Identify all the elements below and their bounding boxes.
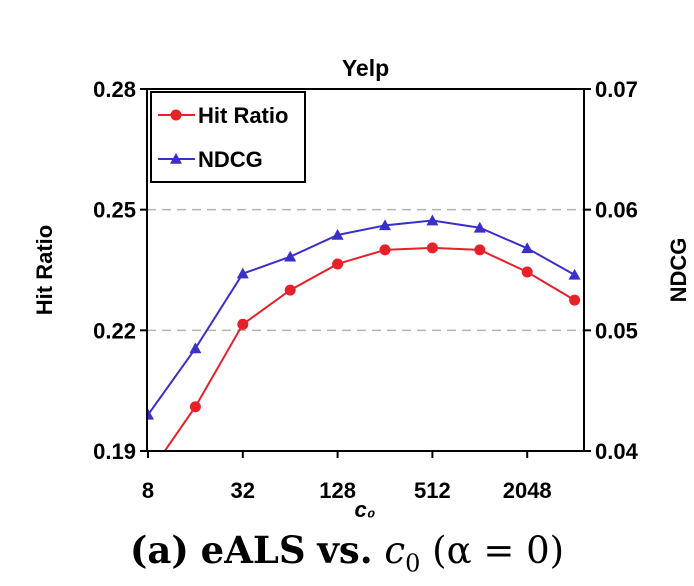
data-point (521, 266, 533, 278)
caption-variable-letter: c (384, 529, 406, 572)
plot-series (147, 214, 581, 451)
data-point (189, 342, 202, 354)
data-point (426, 214, 439, 226)
x-tick-label: 128 (319, 478, 356, 503)
caption-variable: c0 (384, 529, 420, 577)
caption-variable-subscript: 0 (405, 549, 421, 578)
line-chart: 0.28 0.25 0.22 0.19 0.07 0.06 0.05 0.04 8 32 128 51… (32, 55, 691, 522)
x-tick-label: 8 (142, 478, 154, 503)
x-axis-title: c₀ (355, 497, 376, 522)
data-point (568, 268, 581, 280)
caption-vs: vs. (317, 528, 373, 572)
data-point (426, 242, 438, 254)
legend-swatch-marker (170, 109, 182, 121)
data-point (474, 244, 486, 256)
y-left-tick-label: 0.22 (93, 318, 136, 343)
caption-part-label: (a) (129, 528, 189, 572)
y-left-tick-label: 0.28 (93, 77, 136, 102)
x-axis-title-text: c₀ (355, 497, 376, 522)
x-tick-label: 512 (414, 478, 451, 503)
caption-condition: (α = 0) (432, 529, 565, 572)
legend: Hit Ratio NDCG (150, 91, 306, 183)
figure-caption: (a) eALS vs. c0 (α = 0) (0, 528, 694, 577)
data-point (237, 318, 249, 330)
data-point (379, 244, 391, 256)
y-left-tick-label: 0.25 (93, 198, 136, 223)
data-point (236, 267, 249, 279)
y-right-tick-label: 0.06 (595, 198, 638, 223)
plot-frame (146, 88, 585, 452)
y-right-tick-label: 0.07 (595, 77, 638, 102)
y-right-tick-label: 0.04 (595, 439, 639, 464)
y-right-tick-label: 0.05 (595, 318, 638, 343)
y-axis-left-title: Hit Ratio (32, 225, 57, 315)
data-point (284, 284, 296, 296)
data-point (331, 229, 344, 240)
x-tick-label: 2048 (503, 478, 552, 503)
data-point (521, 242, 534, 254)
data-point (379, 219, 391, 231)
data-point (473, 221, 486, 233)
y-axis-right-title: NDCG (666, 238, 691, 303)
data-point (284, 250, 297, 262)
data-point (569, 294, 581, 306)
y-left-tick-label: 0.19 (93, 439, 136, 464)
data-point (189, 401, 201, 413)
gridlines (147, 208, 584, 332)
caption-method: eALS (200, 528, 306, 572)
series-line-ndcg (147, 219, 576, 416)
chart-title: Yelp (342, 55, 389, 81)
data-point (332, 258, 344, 270)
axis-ticks: 0.28 0.25 0.22 0.19 0.07 0.06 0.05 0.04 8 32 128 51… (93, 77, 638, 503)
x-tick-label: 32 (231, 478, 255, 503)
legend-box (150, 91, 306, 183)
data-point (147, 408, 154, 420)
legend-label: NDCG (198, 147, 263, 172)
series-line-hit-ratio (163, 246, 576, 451)
legend-swatch-marker (170, 153, 182, 164)
legend-label: Hit Ratio (198, 103, 288, 128)
